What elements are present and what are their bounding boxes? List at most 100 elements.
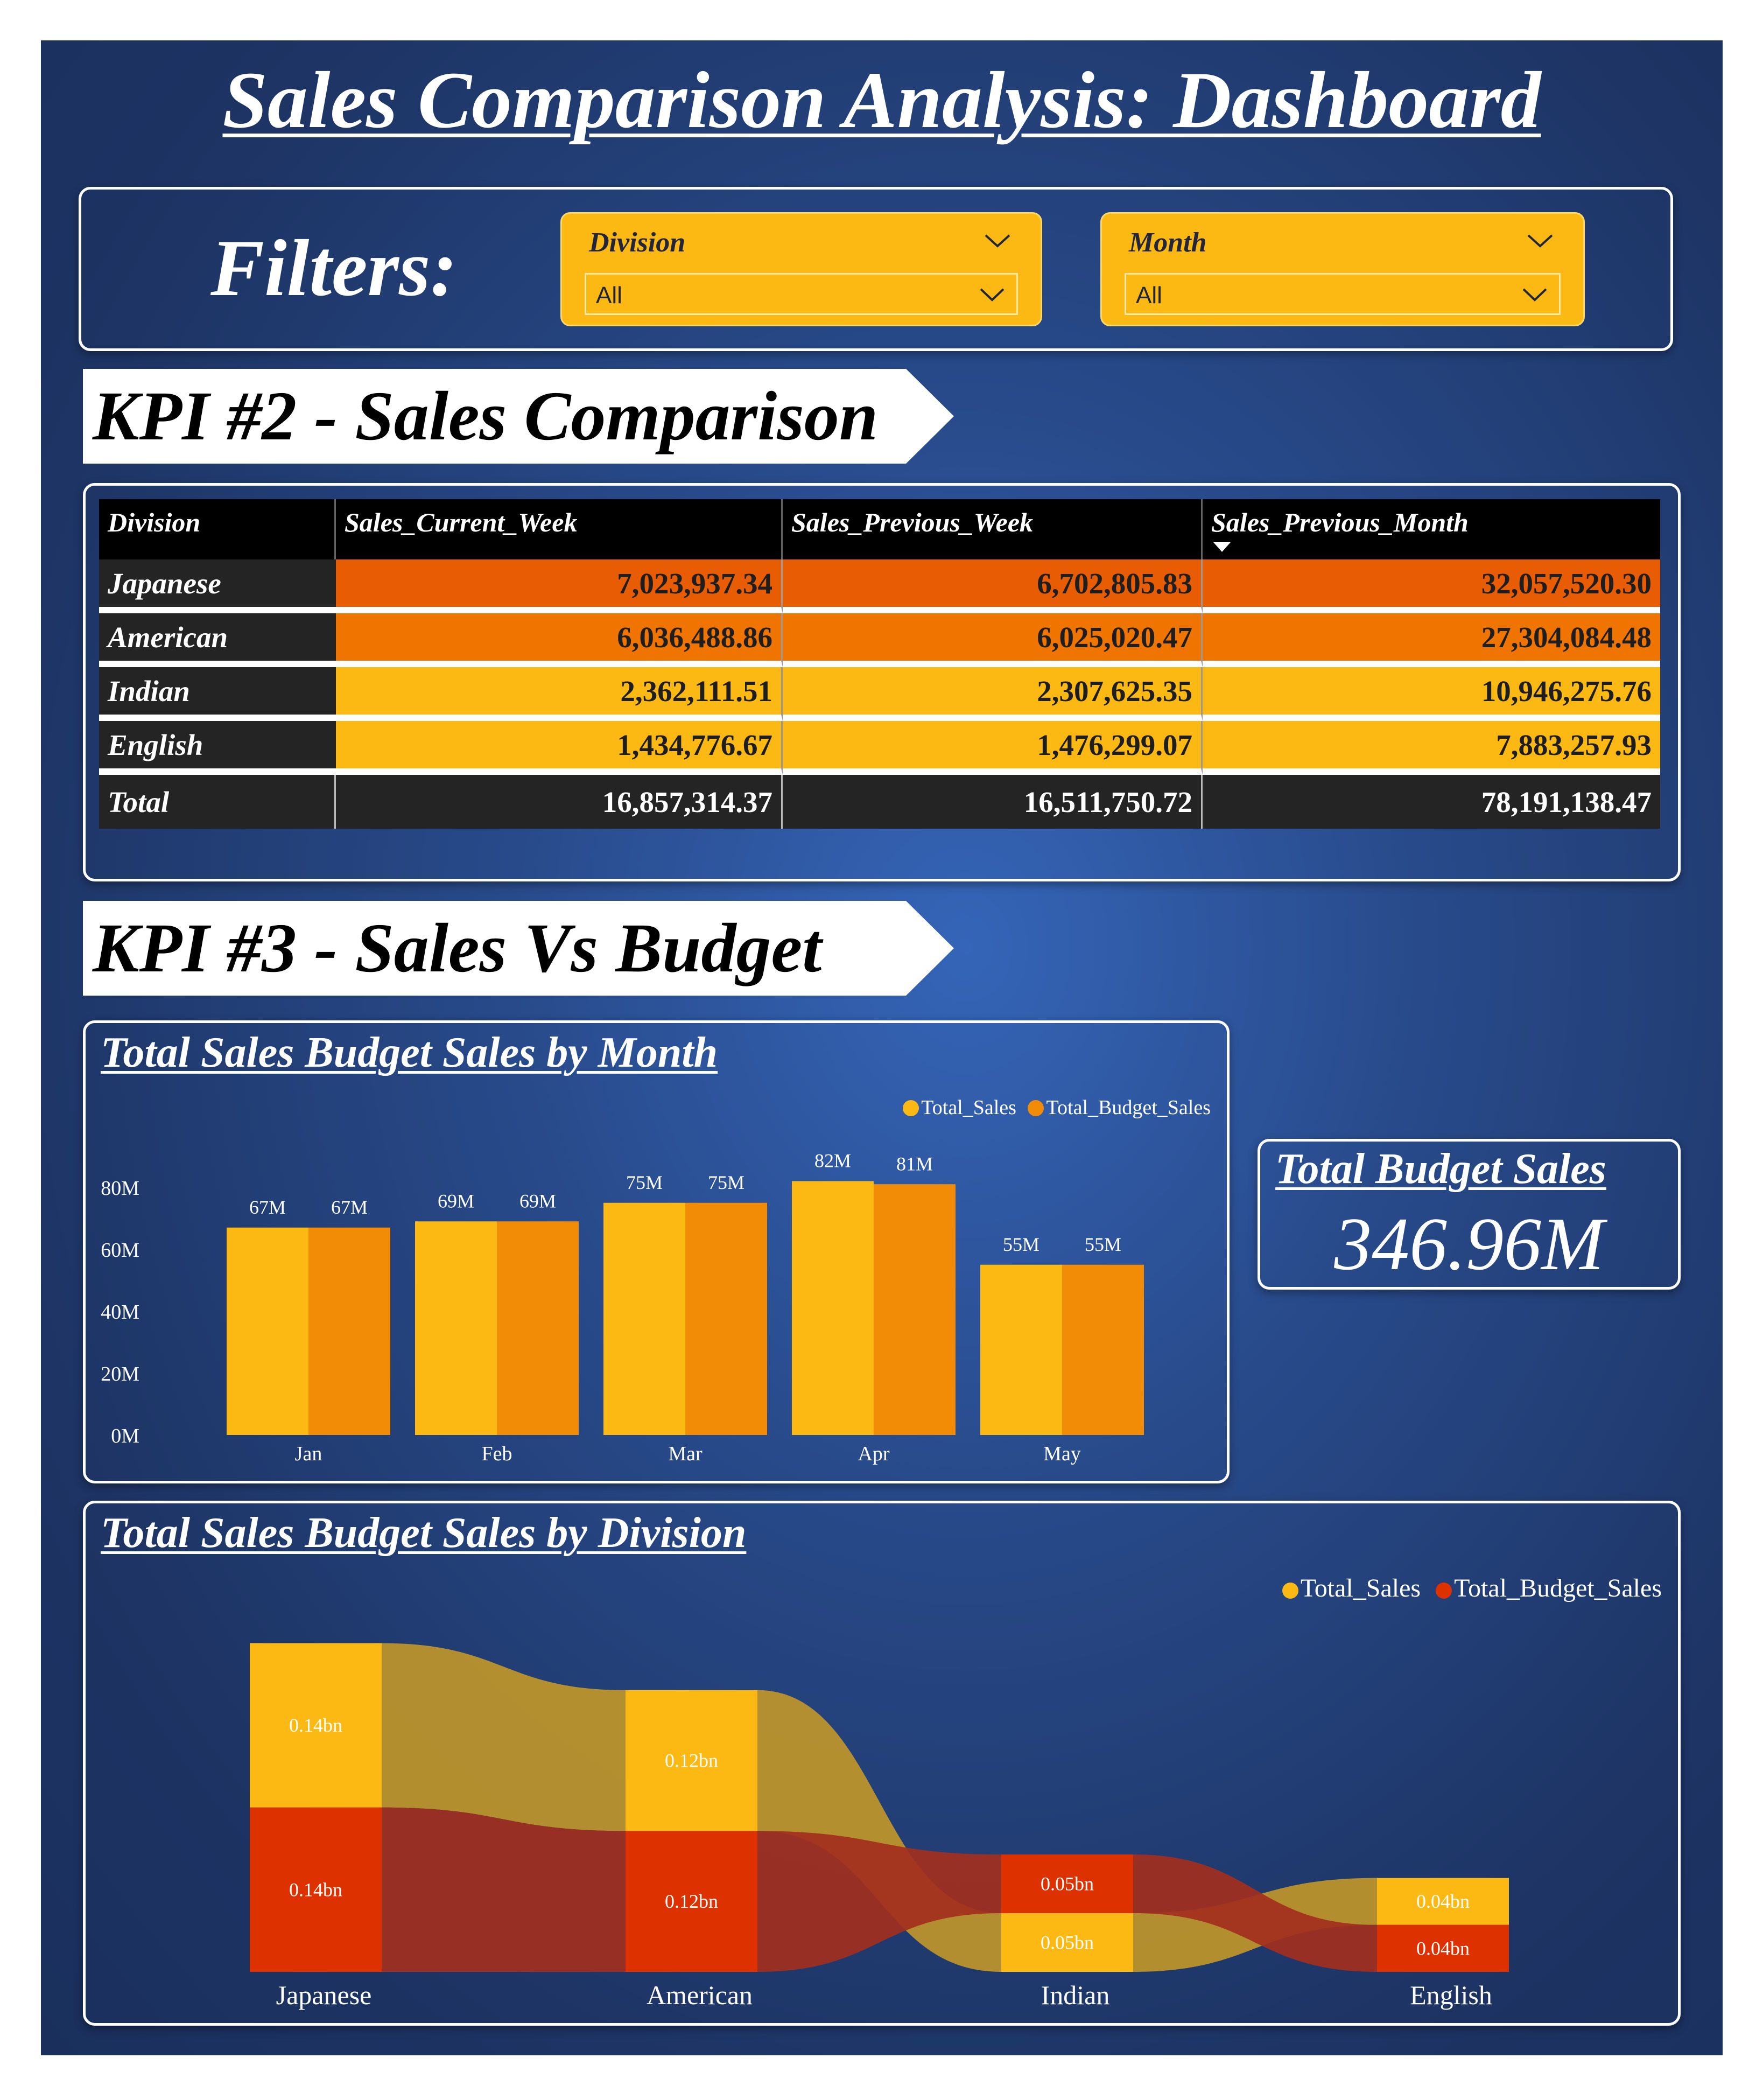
data-label: 0.04bn	[1416, 1937, 1470, 1959]
segment-total-budget-sales[interactable]	[1377, 1924, 1509, 1972]
x-tick-label: Jan	[295, 1443, 322, 1465]
cell-total-previous-week: 16,511,750.72	[783, 775, 1203, 829]
division-slicer[interactable]: Division All	[560, 212, 1042, 326]
column-header-sales-current-week[interactable]: Sales_Current_Week	[336, 499, 783, 559]
y-tick-label: 60M	[101, 1239, 139, 1262]
x-tick-label: Feb	[482, 1443, 512, 1465]
month-dropdown[interactable]: All	[1125, 273, 1561, 315]
column-header-division[interactable]: Division	[99, 499, 336, 559]
x-tick-label: Mar	[668, 1443, 703, 1465]
segment-total-budget-sales[interactable]	[626, 1831, 757, 1972]
division-slicer-label: Division	[589, 227, 686, 258]
legend-dot-total-sales	[903, 1100, 919, 1116]
data-label: 67M	[249, 1196, 286, 1218]
chevron-down-icon[interactable]	[978, 284, 1007, 305]
chevron-down-icon[interactable]	[1520, 284, 1549, 305]
column-header-sales-previous-week[interactable]: Sales_Previous_Week	[783, 499, 1203, 559]
cell-previous-month: 7,883,257.93	[1203, 721, 1660, 775]
chevron-down-icon[interactable]	[981, 230, 1014, 251]
y-tick-label: 80M	[101, 1177, 139, 1200]
bar-total-sales[interactable]	[980, 1264, 1062, 1435]
segment-total-sales[interactable]	[1377, 1878, 1509, 1925]
data-label: 0.12bn	[665, 1891, 718, 1912]
cell-current-week: 2,362,111.51	[336, 667, 783, 721]
bar-total-sales[interactable]	[415, 1221, 497, 1435]
division-dropdown[interactable]: All	[585, 273, 1018, 315]
column-header-sales-previous-month[interactable]: Sales_Previous_Month	[1203, 499, 1660, 559]
table-row[interactable]: English 1,434,776.67 1,476,299.07 7,883,257…	[99, 721, 1660, 775]
data-label: 75M	[626, 1172, 663, 1193]
data-label: 0.04bn	[1416, 1891, 1470, 1912]
cell-division: Indian	[99, 667, 336, 721]
kpi3-banner: KPI #3 - Sales Vs Budget	[83, 901, 954, 996]
data-label: 55M	[1085, 1234, 1121, 1255]
y-tick-label: 0M	[111, 1425, 139, 1447]
data-label: 0.14bn	[289, 1714, 342, 1736]
bar-total-budget-sales[interactable]	[497, 1221, 579, 1435]
x-tick-label: May	[1043, 1443, 1081, 1465]
chart-title: Total Sales Budget Sales by Division	[101, 1509, 747, 1557]
table-row[interactable]: Indian 2,362,111.51 2,307,625.35 10,946,275…	[99, 667, 1660, 721]
ribbon-total-budget-sales[interactable]	[1133, 1854, 1377, 1972]
bar-total-budget-sales[interactable]	[685, 1202, 767, 1435]
y-tick-label: 20M	[101, 1363, 139, 1385]
chart-legend: Total_Sales Total_Budget_Sales	[903, 1096, 1211, 1119]
x-tick-label: Indian	[1041, 1980, 1110, 2010]
cell-previous-month: 10,946,275.76	[1203, 667, 1660, 721]
segment-total-sales[interactable]	[1001, 1913, 1133, 1972]
month-slicer[interactable]: Month All	[1100, 212, 1585, 326]
sales-comparison-table: Division Sales_Current_Week Sales_Previo…	[99, 499, 1660, 829]
table-row[interactable]: Japanese 7,023,937.34 6,702,805.83 32,057,5…	[99, 559, 1660, 613]
dashboard-canvas: Sales Comparison Analysis: Dashboard Fil…	[41, 40, 1723, 2055]
filters-label: Filters:	[210, 223, 458, 313]
cell-total-label: Total	[99, 775, 336, 829]
cell-previous-month: 27,304,084.48	[1203, 613, 1660, 667]
sales-by-division-ribbon-chart: 0.14bn 0.14bn Japanese 0.12bn 0.12bn American…	[250, 1643, 1509, 2010]
chevron-down-icon[interactable]	[1524, 230, 1556, 251]
sales-comparison-table-panel: Division Sales_Current_Week Sales_Previo…	[83, 483, 1681, 881]
ribbon-layer	[382, 1643, 1377, 1972]
chart-title: Total Sales Budget Sales by Month	[101, 1029, 718, 1076]
kpi2-banner: KPI #2 - Sales Comparison	[83, 369, 954, 464]
data-label: 67M	[331, 1196, 368, 1218]
data-label: 55M	[1003, 1234, 1039, 1255]
cell-previous-week: 6,025,020.47	[783, 613, 1203, 667]
bar-total-budget-sales[interactable]	[1062, 1264, 1144, 1435]
x-tick-label: Apr	[858, 1443, 889, 1465]
page-title: Sales Comparison Analysis: Dashboard	[222, 55, 1541, 145]
cell-current-week: 6,036,488.86	[336, 613, 783, 667]
bar-total-budget-sales[interactable]	[308, 1227, 390, 1435]
data-label: 0.14bn	[289, 1879, 342, 1900]
sales-by-division-chart-panel: Total Sales Budget Sales by Division Tot…	[83, 1501, 1681, 2026]
bar-total-sales[interactable]	[227, 1227, 308, 1435]
ribbon-total-budget-sales[interactable]	[757, 1831, 1001, 1972]
bar-total-sales[interactable]	[603, 1202, 685, 1435]
cell-current-week: 1,434,776.67	[336, 721, 783, 775]
sort-descending-icon[interactable]	[1213, 542, 1231, 552]
segment-total-sales[interactable]	[626, 1690, 757, 1831]
legend-dot-total-sales	[1282, 1583, 1298, 1599]
cell-total-previous-month: 78,191,138.47	[1203, 775, 1660, 829]
ribbon-total-sales[interactable]	[382, 1643, 626, 1831]
sales-by-month-chart-panel: Total Sales Budget Sales by Month Total_…	[83, 1020, 1230, 1483]
table-total-row: Total 16,857,314.37 16,511,750.72 78,191,13…	[99, 775, 1660, 829]
bar-total-budget-sales[interactable]	[874, 1184, 956, 1435]
legend-label-total-sales: Total_Sales	[1300, 1574, 1421, 1602]
legend-label-total-sales: Total_Sales	[921, 1096, 1016, 1119]
month-dropdown-value: All	[1136, 282, 1162, 309]
ribbon-total-budget-sales[interactable]	[382, 1807, 626, 1972]
cell-division: English	[99, 721, 336, 775]
table-row[interactable]: American 6,036,488.86 6,025,020.47 27,304,0…	[99, 613, 1660, 667]
segment-total-sales[interactable]	[250, 1643, 382, 1808]
segment-total-budget-sales[interactable]	[1001, 1854, 1133, 1913]
bar-total-sales[interactable]	[792, 1181, 874, 1436]
legend-label-total-budget-sales: Total_Budget_Sales	[1046, 1096, 1211, 1119]
data-label: 69M	[438, 1190, 474, 1212]
card-title: Total Budget Sales	[1275, 1145, 1606, 1193]
card-value: 346.96M	[1334, 1202, 1604, 1286]
cell-division: Japanese	[99, 559, 336, 613]
data-label: 81M	[896, 1153, 933, 1174]
segment-total-budget-sales[interactable]	[250, 1807, 382, 1972]
cell-division: American	[99, 613, 336, 667]
data-label: 0.05bn	[1041, 1932, 1094, 1954]
